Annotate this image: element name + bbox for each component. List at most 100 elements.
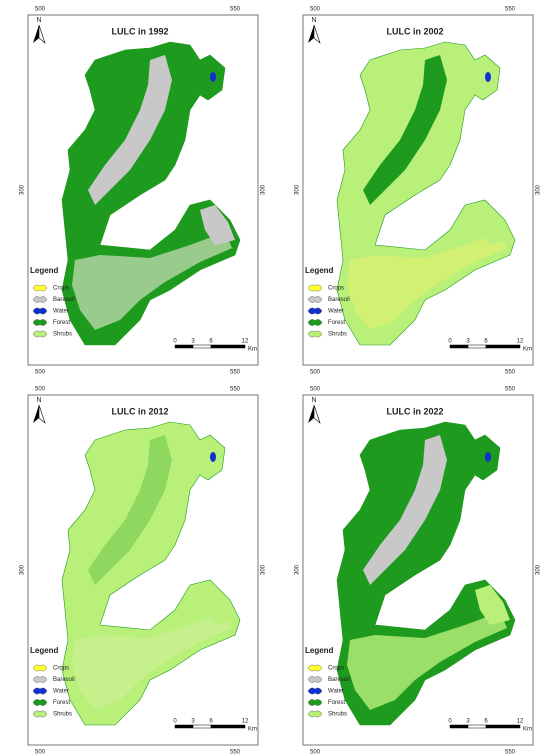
coord-label: 550 — [505, 387, 516, 393]
scale-unit: Km — [248, 727, 257, 733]
legend-title: Legend — [30, 646, 59, 655]
north-arrow — [313, 24, 321, 44]
legend-swatch — [32, 330, 48, 338]
legend-swatch — [32, 664, 48, 672]
legend-label: Forest — [328, 700, 345, 706]
legend-swatch — [307, 330, 323, 338]
legend-label: Baresoil — [53, 297, 75, 303]
north-arrow — [308, 405, 314, 423]
scale-bar — [467, 344, 487, 349]
legend-label: Forest — [53, 700, 70, 706]
scale-label: 12 — [242, 719, 249, 725]
legend-swatch — [307, 676, 323, 683]
legend-swatch — [32, 687, 48, 695]
scale-bar — [192, 724, 212, 729]
legend-label: Water — [53, 309, 69, 315]
coord-label: 500 — [310, 370, 321, 376]
north-label: N — [36, 17, 41, 24]
map-title: LULC in 2002 — [386, 26, 443, 36]
legend-swatch — [307, 284, 323, 292]
coord-label: 550 — [230, 387, 241, 393]
legend-swatch — [307, 710, 323, 718]
scale-label: 6 — [484, 339, 488, 345]
legend-swatch — [32, 284, 48, 292]
scale-bar — [192, 344, 212, 349]
scale-bar — [449, 344, 469, 349]
north-arrow — [38, 404, 46, 424]
legend-label: Shrubs — [328, 712, 347, 718]
legend-label: Water — [328, 689, 344, 695]
coord-label: 550 — [505, 750, 516, 756]
legend-label: Crops — [328, 286, 344, 292]
scale-bar — [485, 344, 521, 349]
coord-label: 500 — [35, 7, 46, 13]
coord-label: 550 — [505, 7, 516, 13]
legend-title: Legend — [305, 646, 334, 655]
coord-label: 500 — [310, 750, 321, 756]
legend-label: Forest — [53, 320, 70, 326]
legend-swatch — [307, 687, 323, 695]
coord-label: 550 — [230, 7, 241, 13]
north-arrow — [33, 405, 39, 423]
legend-swatch — [32, 699, 48, 706]
coord-label: 300 — [261, 184, 267, 195]
north-label: N — [311, 397, 316, 404]
map-panel: 500 550 500 550 300 300 N LULC in 2012 Legend Cro… — [20, 387, 267, 756]
scale-label: 3 — [466, 339, 470, 345]
scale-bar — [210, 724, 246, 729]
north-arrow — [313, 404, 321, 424]
map-title: LULC in 1992 — [111, 26, 168, 36]
scale-label: 12 — [242, 339, 249, 345]
legend-swatch — [32, 319, 48, 326]
legend-swatch — [307, 319, 323, 326]
legend-label: Water — [53, 689, 69, 695]
water-body — [485, 452, 491, 462]
map-panel: 500 550 500 550 300 300 N LULC in 2002 Legend Cro… — [295, 7, 542, 376]
coord-label: 500 — [35, 387, 46, 393]
north-label: N — [311, 17, 316, 24]
scale-label: 0 — [173, 719, 177, 725]
north-label: N — [36, 397, 41, 404]
legend-label: Baresoil — [53, 677, 75, 683]
scale-bar — [485, 724, 521, 729]
legend-label: Crops — [328, 666, 344, 672]
legend-swatch — [307, 307, 323, 315]
legend-swatch — [32, 307, 48, 315]
scale-bar — [174, 344, 194, 349]
legend-swatch — [32, 676, 48, 683]
legend-label: Crops — [53, 286, 69, 292]
map-panel: 500 550 500 550 300 300 N LULC in 1992 Legend Cro… — [20, 7, 267, 376]
map-panel: 500 550 500 550 300 300 N LULC in 2022 Legend Cro… — [295, 387, 542, 756]
map-title: LULC in 2022 — [386, 406, 443, 416]
scale-label: 0 — [448, 339, 452, 345]
scale-label: 0 — [448, 719, 452, 725]
coord-label: 300 — [295, 184, 301, 195]
legend-title: Legend — [305, 266, 334, 275]
legend-label: Shrubs — [53, 712, 72, 718]
scale-bar — [467, 724, 487, 729]
coord-label: 500 — [35, 370, 46, 376]
legend-label: Shrubs — [328, 332, 347, 338]
legend-label: Forest — [328, 320, 345, 326]
scale-label: 3 — [466, 719, 470, 725]
coord-label: 300 — [20, 564, 26, 575]
legend-label: Shrubs — [53, 332, 72, 338]
scale-label: 3 — [191, 339, 195, 345]
legend-label: Baresoil — [328, 677, 350, 683]
scale-label: 6 — [209, 339, 213, 345]
legend-swatch — [32, 296, 48, 303]
scale-unit: Km — [523, 347, 532, 353]
coord-label: 300 — [20, 184, 26, 195]
scale-label: 12 — [517, 719, 524, 725]
legend-label: Baresoil — [328, 297, 350, 303]
scale-bar — [449, 724, 469, 729]
coord-label: 300 — [536, 184, 542, 195]
water-body — [485, 72, 491, 82]
legend-swatch — [307, 699, 323, 706]
north-arrow — [38, 24, 46, 44]
scale-bar — [210, 344, 246, 349]
scale-label: 6 — [484, 719, 488, 725]
scale-label: 12 — [517, 339, 524, 345]
